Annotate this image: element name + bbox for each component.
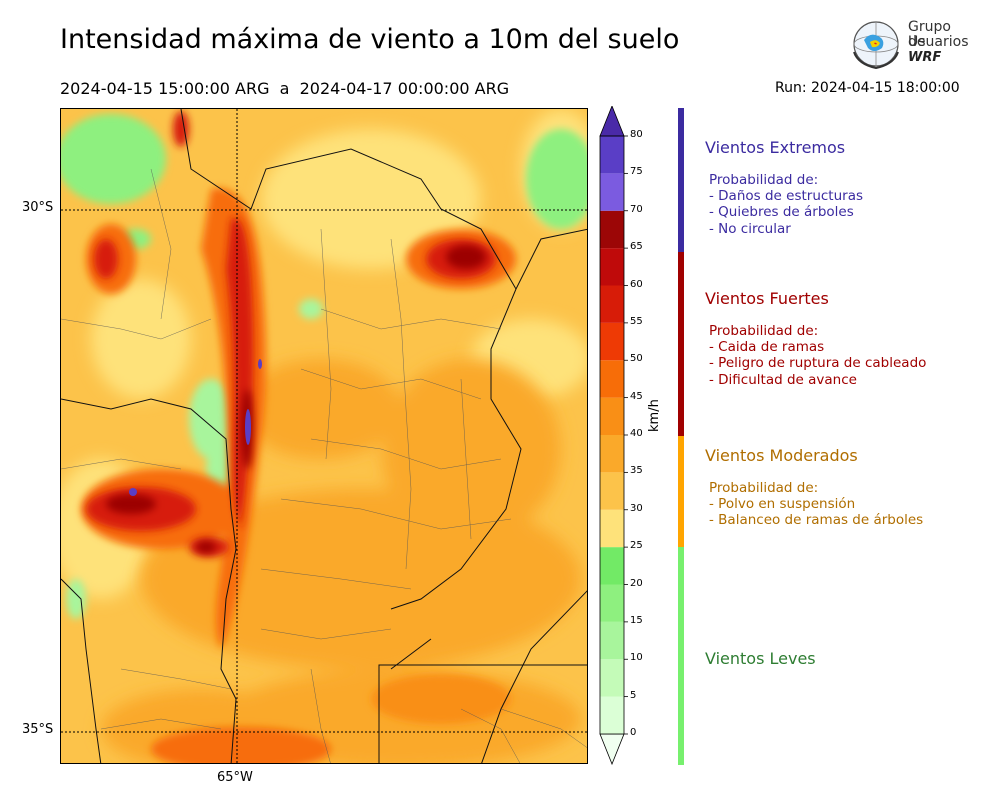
lat-label-35s: 35°S [22, 722, 54, 737]
strong-line-1: Probabilidad de: [709, 323, 819, 339]
extreme-line-2: - Daños de estructuras [709, 188, 864, 205]
colorbar-tick-label: 50 [630, 353, 643, 365]
colorbar-segment [600, 435, 624, 473]
colorbar-tick-label: 80 [630, 129, 643, 140]
category-body-moderate: Probabilidad de: - Polvo en suspensión -… [709, 480, 923, 529]
colorbar-tick-label: 15 [630, 614, 643, 626]
colorbar-segment [600, 547, 624, 585]
colorbar-segment [600, 285, 624, 323]
colorbar-tick-label: 75 [630, 166, 643, 178]
colorbar-tick-label: 45 [630, 390, 643, 402]
category-title-strong: Vientos Fuertes [705, 289, 829, 308]
category-bar-segment [678, 547, 684, 765]
globe-logo-icon [853, 21, 899, 70]
logo-text-wrf: WRF [908, 50, 942, 65]
colorbar-unit: km/h [647, 399, 662, 432]
moderate-line-2: - Polvo en suspensión [709, 496, 856, 513]
colorbar-segment [600, 659, 624, 697]
extreme-line-4: - No circular [709, 220, 791, 237]
colorbar-tick-label: 70 [630, 203, 643, 215]
colorbar-tick-label: 20 [630, 577, 643, 589]
colorbar-tick-label: 60 [630, 278, 643, 290]
colorbar-segment [600, 696, 624, 734]
category-bar-segment [678, 436, 684, 547]
map-title: Intensidad máxima de viento a 10m del su… [60, 24, 680, 55]
colorbar-segment [600, 173, 624, 211]
category-body-extreme: Probabilidad de: - Daños de estructuras … [709, 172, 863, 237]
colorbar-segment [600, 584, 624, 622]
colorbar-max-extend [599, 106, 625, 137]
extreme-line-1: Probabilidad de: [709, 172, 819, 188]
forecast-period: 2024-04-15 15:00:00 ARG a 2024-04-17 00:… [60, 79, 510, 98]
colorbar-tick-label: 0 [630, 727, 637, 738]
strong-line-3: - Peligro de ruptura de cableado [709, 355, 927, 372]
category-bar-segment [678, 252, 684, 436]
strong-line-2: - Caida de ramas [709, 339, 825, 356]
moderate-line-3: - Balanceo de ramas de árboles [709, 512, 924, 529]
colorbar-tick-label: 10 [630, 652, 643, 664]
logo-text-line1: Grupo de [908, 19, 951, 50]
logo-text-line2: Usuarios [908, 34, 969, 50]
wrf-logo: Grupo de Usuarios WRF [848, 18, 969, 72]
colorbar-segment [600, 472, 624, 510]
moderate-line-1: Probabilidad de: [709, 480, 819, 496]
colorbar-tick-label: 40 [630, 428, 643, 439]
category-bar-segment [678, 108, 684, 252]
wind-map [60, 108, 588, 764]
colorbar-min-extend [599, 733, 625, 766]
extreme-line-3: - Quiebres de árboles [709, 204, 854, 221]
colorbar-segment [600, 248, 624, 286]
colorbar-tick-label: 25 [630, 540, 643, 552]
strong-line-4: - Dificultad de avance [709, 371, 857, 388]
category-title-light: Vientos Leves [705, 649, 816, 668]
colorbar-tick-label: 65 [630, 241, 643, 253]
colorbar-segment [600, 509, 624, 548]
category-title-moderate: Vientos Moderados [705, 446, 858, 465]
colorbar-tick-label: 55 [630, 315, 643, 327]
category-title-extreme: Vientos Extremos [705, 138, 846, 157]
colorbar-segment [600, 210, 624, 249]
colorbar-segment [600, 136, 624, 174]
colorbar-segment [600, 360, 624, 398]
category-body-strong: Probabilidad de: - Caida de ramas - Peli… [709, 323, 926, 388]
colorbar-segment [600, 397, 624, 435]
lat-label-30s: 30°S [22, 200, 54, 215]
colorbar-tick-label: 5 [630, 689, 637, 701]
colorbar-tick-label: 35 [630, 465, 643, 477]
colorbar-segment [600, 621, 624, 660]
wind-colorbar [599, 106, 628, 766]
colorbar-tick-label: 30 [630, 502, 643, 514]
run-timestamp: Run: 2024-04-15 18:00:00 [775, 80, 960, 96]
lon-label-65w: 65°W [217, 770, 253, 785]
colorbar-segment [600, 322, 624, 361]
wind-field-raster [61, 109, 587, 763]
